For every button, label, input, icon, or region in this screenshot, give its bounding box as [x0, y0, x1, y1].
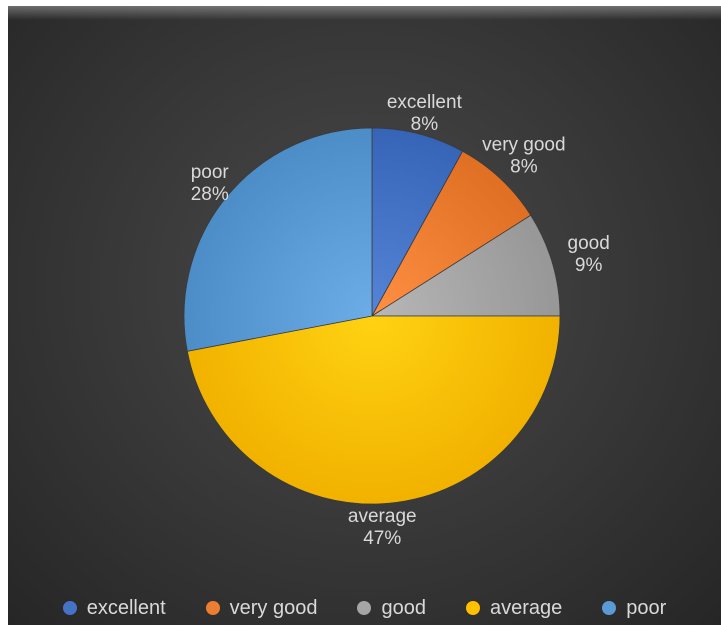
legend-item-very-good: very good — [205, 596, 318, 620]
legend-marker-average — [465, 601, 480, 615]
label-average-percent: 47% — [363, 528, 401, 549]
label-poor-name: poor — [191, 162, 230, 183]
legend-label-poor: poor — [626, 596, 667, 619]
slice-good — [370, 214, 561, 317]
legend-marker-poor — [602, 601, 617, 615]
legend-label-very-good: very good — [229, 596, 318, 619]
slice-average — [186, 315, 561, 505]
slice-excellent — [371, 127, 464, 317]
label-good-percent: 9% — [575, 255, 603, 276]
label-very-good-percent: 8% — [510, 156, 538, 177]
label-average-name: average — [348, 506, 417, 527]
label-poor-percent: 28% — [191, 184, 229, 205]
slice-poor — [183, 127, 373, 352]
label-very-good-name: very good — [482, 134, 565, 155]
legend-label-good: good — [381, 596, 426, 619]
legend-item-good: good — [357, 597, 426, 620]
legend-label-average: average — [489, 596, 563, 619]
legend-item-poor: poor — [602, 597, 666, 620]
legend-marker-very-good — [205, 601, 220, 615]
legend-marker-good — [357, 601, 372, 615]
label-good-name: good — [568, 233, 610, 254]
top-fade — [8, 6, 721, 20]
slice-very-good — [371, 150, 532, 317]
label-excellent-name: excellent — [387, 92, 463, 113]
label-excellent-percent: 8% — [411, 114, 439, 135]
legend-item-excellent: excellent — [62, 596, 166, 620]
chart-area: excellent 8% very good 8% good 9% average 47% po… — [8, 6, 721, 625]
legend: excellent very good good average poor — [8, 591, 721, 625]
pie-slices — [183, 127, 561, 505]
legend-item-average: average — [465, 596, 563, 620]
legend-label-excellent: excellent — [86, 596, 166, 619]
legend-marker-excellent — [62, 601, 77, 615]
